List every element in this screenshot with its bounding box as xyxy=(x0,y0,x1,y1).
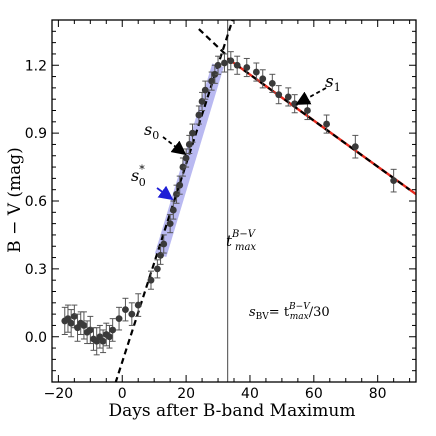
annotation-s0-star: s* 0 xyxy=(131,163,146,189)
data-point-16 xyxy=(115,315,123,323)
data-point-26 xyxy=(173,190,180,198)
x-axis-label: Days after B-band Maximum xyxy=(109,401,356,421)
fit-lines-layer xyxy=(114,20,416,382)
annotation-s1: s1 xyxy=(325,72,341,94)
data-point-19 xyxy=(134,301,142,309)
y-tick-label-0: 0.0 xyxy=(25,330,47,346)
data-point-27 xyxy=(176,181,184,189)
data-point-6 xyxy=(80,322,88,329)
x-tick-label-4: 60 xyxy=(305,386,323,402)
data-point-29 xyxy=(182,154,190,162)
data-point-22 xyxy=(157,251,164,259)
y-axis-label: B − V (mag) xyxy=(5,147,25,253)
arrow-s0-star xyxy=(156,185,174,201)
x-tick-label-2: 20 xyxy=(177,386,195,402)
data-points-layer xyxy=(61,51,398,356)
data-point-43 xyxy=(259,75,267,83)
data-point-21 xyxy=(153,265,161,273)
x-tick-label-0: −20 xyxy=(44,386,74,402)
data-point-48 xyxy=(304,107,311,114)
data-point-18 xyxy=(128,310,136,318)
data-point-24 xyxy=(166,220,174,228)
annotation-tmax: tB−V max xyxy=(226,229,257,253)
data-point-45 xyxy=(275,91,283,99)
data-point-37 xyxy=(214,61,222,69)
data-point-8 xyxy=(86,326,94,334)
data-point-38 xyxy=(221,59,228,67)
data-point-44 xyxy=(268,79,276,87)
arrow-s1 xyxy=(295,87,327,105)
y-tick-label-2: 0.6 xyxy=(25,194,47,210)
data-point-32 xyxy=(195,111,203,119)
data-point-31 xyxy=(189,129,196,137)
fit-line-2 xyxy=(226,57,411,191)
data-point-33 xyxy=(198,98,206,105)
data-point-35 xyxy=(208,77,216,85)
x-tick-label-5: 80 xyxy=(369,386,387,402)
data-point-17 xyxy=(122,306,129,313)
data-point-3 xyxy=(70,312,78,320)
data-point-23 xyxy=(160,240,168,248)
data-point-42 xyxy=(252,68,260,76)
x-tick-label-3: 40 xyxy=(241,386,259,402)
data-point-41 xyxy=(243,64,251,71)
data-point-20 xyxy=(147,276,155,284)
fit-line-3 xyxy=(198,28,229,57)
data-point-50 xyxy=(351,143,359,151)
y-tick-label-1: 0.3 xyxy=(25,262,47,278)
data-point-28 xyxy=(179,163,187,171)
data-point-34 xyxy=(201,86,209,94)
data-point-25 xyxy=(169,206,177,214)
data-point-40 xyxy=(233,61,241,69)
annotation-s0: s0 xyxy=(144,120,159,142)
data-point-15 xyxy=(109,326,117,334)
annotation-sbv: sBV= tB−V max/30 xyxy=(249,302,330,322)
arrow-s0 xyxy=(162,136,187,156)
data-point-30 xyxy=(185,141,193,148)
data-point-14 xyxy=(106,333,113,341)
y-ticks-layer: 0.0 0.3 0.6 0.9 1.2 xyxy=(25,30,416,372)
data-point-49 xyxy=(323,120,330,128)
y-tick-label-3: 0.9 xyxy=(25,126,47,142)
x-tick-label-1: 0 xyxy=(118,386,127,402)
data-point-46 xyxy=(284,93,292,101)
data-point-36 xyxy=(211,70,219,78)
data-point-2 xyxy=(67,319,75,327)
x-ticks-layer: −20 0 20 40 60 80 xyxy=(44,20,411,402)
data-point-47 xyxy=(291,100,299,108)
data-point-12 xyxy=(99,337,107,345)
annotations-layer: s1 s0 s* 0 tB−V max sBV= tB−V max/30 xyxy=(131,72,341,322)
data-point-39 xyxy=(227,57,235,65)
data-point-51 xyxy=(390,177,398,185)
y-tick-label-4: 1.2 xyxy=(25,58,47,74)
